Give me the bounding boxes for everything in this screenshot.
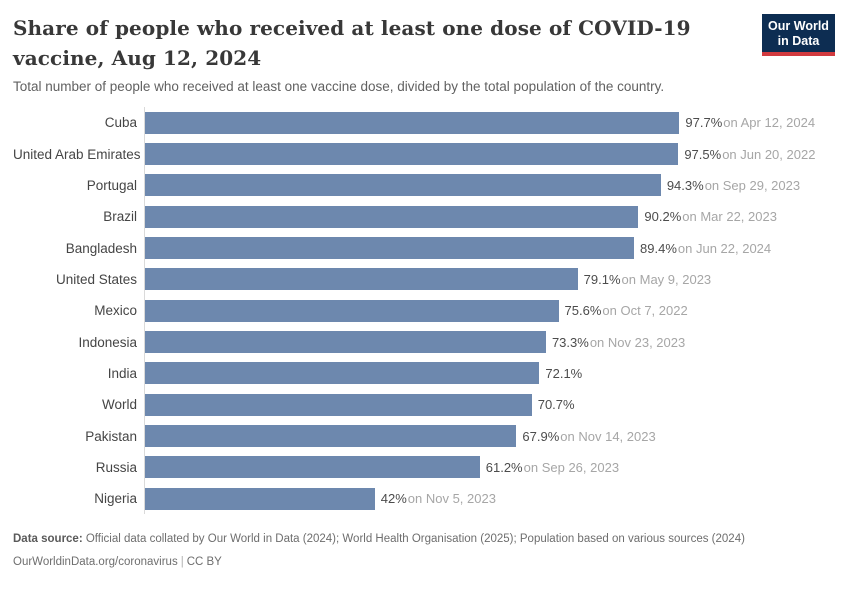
value-label: 42%on Nov 5, 2023: [380, 491, 496, 507]
country-label: India: [107, 365, 137, 381]
page: Share of people who received at least on…: [13, 13, 835, 570]
chart-subtitle: Total number of people who received at l…: [13, 79, 665, 94]
value-label: 97.5%on Jun 20, 2022: [684, 146, 816, 162]
country-label: Pakistan: [85, 428, 137, 444]
bar: [145, 362, 540, 385]
chart-row: Portugal 94.3%on Sep 29, 2023: [13, 169, 835, 202]
chart-row: India 72.1%: [13, 357, 835, 390]
value-date: on Jun 20, 2022: [722, 146, 816, 162]
chart-row: Bangladesh 89.4%on Jun 22, 2024: [13, 232, 835, 264]
country-label: World: [101, 397, 137, 413]
bar-track: 67.9%on Nov 14, 2023: [144, 420, 692, 452]
bar-track: 90.2%on Mar 22, 2023: [144, 201, 777, 233]
bar-track: 94.3%on Sep 29, 2023: [144, 169, 800, 202]
owid-logo-line2: in Data: [777, 34, 820, 48]
bar-track: 61.2%on Sep 26, 2023: [144, 451, 692, 484]
chart-row: Mexico 75.6%on Oct 7, 2022: [13, 295, 835, 327]
value-label: 79.1%on May 9, 2023: [583, 271, 712, 287]
bar-chart: Cuba 97.7%on Apr 12, 2024 United Arab Emir…: [13, 107, 835, 515]
country-label: Brazil: [103, 209, 137, 225]
chart-row: United Arab Emirates 97.5%on Jun 20, 2022: [13, 138, 835, 170]
bar: [145, 237, 635, 260]
bar: [145, 174, 661, 197]
value-label: 90.2%on Mar 22, 2023: [644, 209, 777, 225]
bar-track: 75.6%on Oct 7, 2022: [144, 295, 692, 327]
bar-track: 79.1%on May 9, 2023: [144, 263, 711, 296]
bar-track: 42%on Nov 5, 2023: [144, 483, 692, 515]
bar-track: 73.3%on Nov 23, 2023: [144, 326, 692, 358]
bar-track: 97.5%on Jun 20, 2022: [144, 138, 815, 170]
chart-row: Cuba 97.7%on Apr 12, 2024: [13, 107, 835, 139]
country-label: Indonesia: [78, 334, 137, 350]
bar: [145, 268, 578, 291]
separator: |: [180, 555, 184, 568]
value-date: on Oct 7, 2022: [602, 303, 688, 319]
bar: [145, 111, 680, 134]
value-date: on Nov 14, 2023: [560, 428, 656, 444]
data-source-text: Official data collated by Our World in D…: [82, 533, 745, 546]
chart-row: United States 79.1%on May 9, 2023: [13, 263, 835, 296]
value-label: 67.9%on Nov 14, 2023: [522, 428, 656, 444]
value-date: on Nov 23, 2023: [589, 334, 686, 350]
byline: OurWorldinData.org/coronavirus | CC BY: [13, 554, 835, 571]
country-label: Russia: [95, 459, 137, 475]
value-date: on May 9, 2023: [621, 271, 712, 287]
bar: [145, 456, 480, 479]
footer: Data source: Official data collated by O…: [13, 531, 835, 570]
value-date: on Jun 22, 2024: [677, 240, 772, 256]
country-label: Portugal: [86, 177, 137, 193]
country-label: Bangladesh: [65, 240, 137, 256]
owid-logo[interactable]: Our World in Data: [762, 14, 835, 56]
value-date: on Apr 12, 2024: [723, 115, 816, 131]
bar-track: 89.4%on Jun 22, 2024: [144, 232, 771, 264]
chart-row: Russia 61.2%on Sep 26, 2023: [13, 451, 835, 484]
country-label: United States: [55, 271, 137, 287]
value-label: 72.1%: [545, 365, 583, 381]
value-label: 70.7%: [537, 397, 575, 413]
data-source-line: Data source: Official data collated by O…: [13, 531, 813, 548]
data-source-label: Data source:: [13, 533, 83, 546]
bar: [145, 425, 517, 448]
bar: [145, 205, 639, 228]
bar: [145, 393, 532, 416]
value-date: on Nov 5, 2023: [407, 491, 496, 507]
value-date: on Sep 26, 2023: [523, 459, 620, 475]
country-label: Nigeria: [94, 491, 137, 507]
value-label: 61.2%on Sep 26, 2023: [485, 459, 620, 475]
chart-row: World 70.7%: [13, 389, 835, 421]
bar: [145, 331, 546, 354]
bar-track: 97.7%on Apr 12, 2024: [144, 107, 815, 139]
bar: [145, 487, 375, 510]
bar-track: 70.7%: [144, 389, 692, 421]
country-label: United Arab Emirates: [13, 146, 141, 162]
license-label: CC BY: [186, 555, 222, 568]
value-label: 89.4%on Jun 22, 2024: [640, 240, 772, 256]
bar: [145, 299, 559, 322]
country-label: Mexico: [94, 303, 137, 319]
bar-track: 72.1%: [144, 357, 692, 390]
value-date: on Mar 22, 2023: [682, 209, 777, 225]
country-label: Cuba: [104, 115, 137, 131]
bar: [145, 143, 679, 166]
chart-row: Pakistan 67.9%on Nov 14, 2023: [13, 420, 835, 452]
value-label: 73.3%on Nov 23, 2023: [551, 334, 686, 350]
value-label: 75.6%on Oct 7, 2022: [564, 303, 688, 319]
header: Share of people who received at least on…: [13, 13, 835, 94]
title-block: Share of people who received at least on…: [13, 13, 758, 94]
value-label: 97.7%on Apr 12, 2024: [685, 115, 816, 131]
owid-coronavirus-link[interactable]: OurWorldinData.org/coronavirus: [13, 555, 178, 568]
chart-row: Nigeria 42%on Nov 5, 2023: [13, 483, 835, 515]
value-label: 94.3%on Sep 29, 2023: [666, 177, 801, 193]
chart-row: Indonesia 73.3%on Nov 23, 2023: [13, 326, 835, 358]
value-date: on Sep 29, 2023: [704, 177, 801, 193]
chart-title: Share of people who received at least on…: [13, 16, 691, 70]
chart-row: Brazil 90.2%on Mar 22, 2023: [13, 201, 835, 233]
owid-logo-line1: Our World: [768, 19, 829, 33]
